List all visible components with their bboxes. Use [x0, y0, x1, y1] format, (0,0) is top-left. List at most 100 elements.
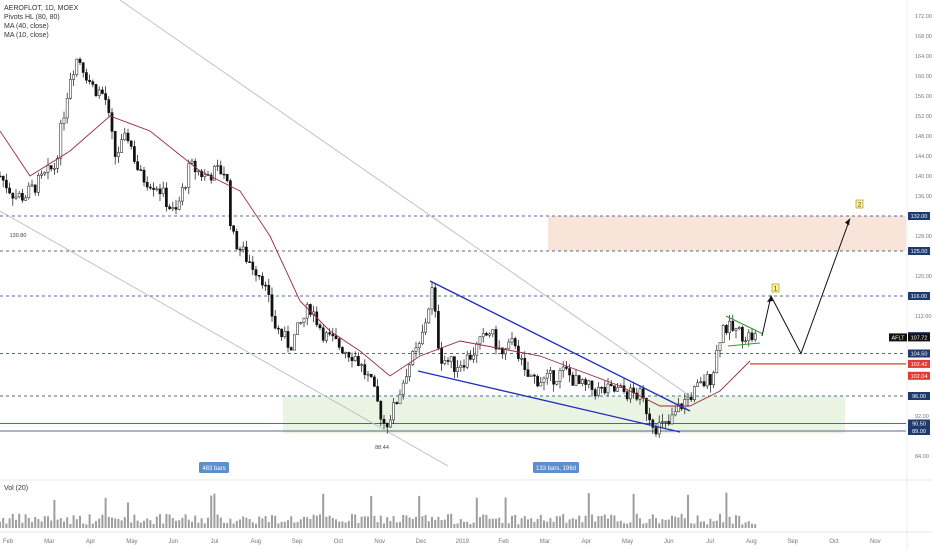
- legend-indicator-ma40[interactable]: MA (40, close): [4, 23, 49, 30]
- candle-body: [88, 80, 91, 82]
- volume-bar: [392, 516, 395, 528]
- volume-bar: [495, 518, 497, 528]
- candle-body: [344, 352, 347, 354]
- candle-body: [254, 269, 258, 276]
- candle-body: [27, 185, 31, 199]
- volume-bar: [325, 516, 328, 528]
- candle-body: [395, 402, 399, 405]
- volume-bar: [8, 518, 11, 528]
- candle-body: [241, 246, 245, 250]
- volume-bar: [488, 518, 491, 528]
- candle-body: [539, 382, 543, 387]
- candle-body: [686, 397, 690, 400]
- axes-layer: 172.00 168.00 164.00 160.00 156.00 152.00 148.…: [3, 0, 932, 550]
- volume-bar: [47, 516, 49, 528]
- candle-body: [197, 170, 200, 173]
- candle-body: [222, 173, 226, 176]
- volume-bar: [741, 524, 744, 528]
- wave-label-box: [771, 283, 780, 293]
- volume-bar: [731, 523, 734, 528]
- volume-bar: [447, 514, 449, 528]
- candle-body: [238, 248, 242, 251]
- volume-label[interactable]: Vol (20): [4, 485, 29, 492]
- candle-body: [136, 161, 139, 170]
- volume-bar: [386, 517, 389, 528]
- volume-bar: [133, 514, 136, 528]
- candle-body: [30, 184, 34, 187]
- candle-body: [200, 170, 203, 178]
- candle-body: [469, 354, 472, 360]
- volume-bar: [456, 523, 459, 528]
- legend-indicator-pivots[interactable]: Pivots HL (80, 80): [4, 14, 60, 21]
- volume-bar: [203, 523, 206, 528]
- candle-body: [488, 333, 491, 336]
- volume-bar: [117, 518, 120, 528]
- x-tick-label: Oct: [334, 539, 344, 545]
- volume-bar: [539, 514, 542, 528]
- candle-body: [309, 304, 312, 315]
- volume-bar: [482, 514, 485, 528]
- candle-body: [629, 387, 632, 400]
- candle-body: [107, 99, 111, 113]
- legend-indicator-ma10[interactable]: MA (10, close): [4, 32, 49, 39]
- pennant-upper-line: [725, 315, 763, 334]
- candle-body: [677, 403, 680, 413]
- volume-bar: [344, 522, 347, 528]
- candle-body: [561, 366, 565, 371]
- candle-body: [590, 380, 594, 390]
- candle-body: [593, 389, 597, 396]
- legend-symbol[interactable]: AEROFLOT, 1D, MOEX: [4, 5, 79, 12]
- volume-bar: [168, 514, 171, 528]
- candle-body: [33, 184, 37, 193]
- candle-body: [273, 316, 277, 329]
- candle-body: [155, 188, 159, 191]
- candle-body: [110, 112, 114, 132]
- candle-body: [718, 342, 722, 351]
- volume-bar: [431, 516, 433, 528]
- x-tick-label: Apr: [582, 539, 591, 545]
- volume-bar: [178, 520, 181, 528]
- volume-bar: [600, 516, 603, 528]
- candle-body: [440, 347, 443, 364]
- volume-bar: [18, 513, 21, 528]
- volume-bar: [69, 523, 72, 528]
- volume-bar: [287, 520, 289, 528]
- volume-bar: [571, 518, 574, 528]
- volume-bar: [267, 521, 270, 528]
- volume-bar: [715, 520, 718, 528]
- candle-body: [289, 347, 293, 351]
- volume-bar: [197, 522, 200, 528]
- volume-bar: [533, 521, 536, 528]
- volume-bar: [5, 523, 8, 528]
- candle-body: [453, 356, 456, 372]
- candle-body: [465, 354, 469, 368]
- volume-bar: [149, 520, 152, 528]
- volume-bar: [303, 516, 305, 528]
- volume-bar: [338, 521, 341, 528]
- candle-body: [667, 421, 671, 425]
- x-tick-label: Oct: [829, 539, 839, 545]
- candle-body: [245, 246, 248, 262]
- candle-body: [401, 382, 405, 395]
- candle-body: [536, 375, 539, 387]
- candle-body: [430, 287, 434, 310]
- price-tag-label: 107.72: [911, 336, 928, 342]
- candle-body: [565, 366, 568, 369]
- volume-bar: [0, 521, 1, 528]
- candle-body: [187, 162, 191, 188]
- volume-bar: [120, 520, 123, 528]
- volume-bar: [101, 514, 104, 528]
- candle-body: [184, 187, 187, 189]
- candle-body: [670, 414, 674, 425]
- volume-bar: [629, 522, 632, 528]
- volume-bar: [677, 517, 680, 528]
- candle-body: [696, 382, 699, 387]
- volume-bar: [226, 523, 229, 528]
- volume-bar: [517, 524, 520, 528]
- volume-bar: [136, 520, 139, 528]
- volume-bar: [143, 520, 145, 528]
- volume-bar: [674, 516, 677, 528]
- candle-body: [286, 331, 290, 348]
- volume-bar: [632, 493, 635, 528]
